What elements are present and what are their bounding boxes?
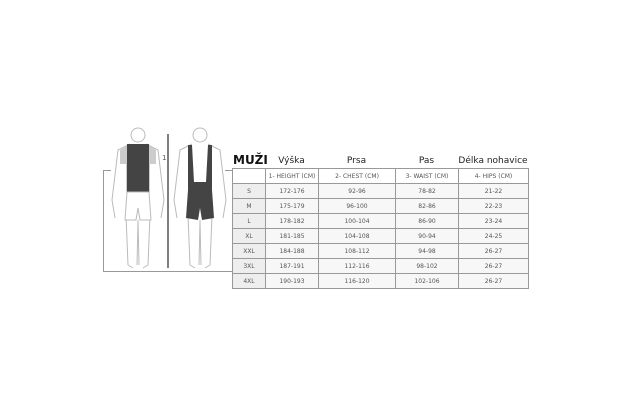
value-cell: 102-106 <box>395 273 459 289</box>
front-figure-head <box>130 127 146 143</box>
value-cell: 26-27 <box>458 258 529 274</box>
value-cell: 26-27 <box>458 273 529 289</box>
size-cell: M <box>232 198 266 214</box>
value-cell: 172-176 <box>265 183 319 199</box>
table-row: XL 181-185 104-108 90-94 24-25 <box>232 228 529 244</box>
value-cell: 82-86 <box>395 198 459 214</box>
value-cell: 178-182 <box>265 213 319 229</box>
value-cell: 181-185 <box>265 228 319 244</box>
table-row: S 172-176 92-96 78-82 21-22 <box>232 183 529 199</box>
value-cell: 22-23 <box>458 198 529 214</box>
bib-shorts <box>186 145 214 220</box>
header-corner <box>232 168 266 184</box>
table-header-row: 1- HEIGHT (CM) 2- CHEST (CM) 3- WAIST (CM)… <box>232 168 529 184</box>
header-cell: 4- HIPS (CM) <box>458 168 529 184</box>
front-figure-outline <box>111 143 165 269</box>
column-title-waist: Pas <box>418 156 435 166</box>
table-row: 4XL 190-193 116-120 102-106 26-27 <box>232 273 529 289</box>
column-title-height: Výška <box>278 156 305 166</box>
value-cell: 116-120 <box>318 273 396 289</box>
bracket-left <box>103 170 104 272</box>
value-cell: 108-112 <box>318 243 396 259</box>
jersey <box>127 144 149 192</box>
value-cell: 78-82 <box>395 183 459 199</box>
value-cell: 23-24 <box>458 213 529 229</box>
size-cell: 4XL <box>232 273 266 289</box>
value-cell: 26-27 <box>458 243 529 259</box>
size-cell: L <box>232 213 266 229</box>
value-cell: 112-116 <box>318 258 396 274</box>
header-cell: 3- WAIST (CM) <box>395 168 459 184</box>
bracket-right-top <box>225 170 232 171</box>
column-title-inseam: Délka nohavice <box>458 156 528 166</box>
size-cell: XXL <box>232 243 266 259</box>
value-cell: 24-25 <box>458 228 529 244</box>
table-row: XXL 184-188 108-112 94-98 26-27 <box>232 243 529 259</box>
size-cell: XL <box>232 228 266 244</box>
back-figure-outline <box>173 143 227 269</box>
height-label: 1 <box>162 154 166 162</box>
size-table: 1- HEIGHT (CM) 2- CHEST (CM) 3- WAIST (CM)… <box>232 168 529 289</box>
table-row: M 175-179 96-100 82-86 22-23 <box>232 198 529 214</box>
bracket-bottom <box>103 271 232 272</box>
size-cell: 3XL <box>232 258 266 274</box>
header-cell: 2- CHEST (CM) <box>318 168 396 184</box>
value-cell: 184-188 <box>265 243 319 259</box>
value-cell: 94-98 <box>395 243 459 259</box>
size-cell: S <box>232 183 266 199</box>
header-cell: 1- HEIGHT (CM) <box>265 168 319 184</box>
value-cell: 90-94 <box>395 228 459 244</box>
value-cell: 96-100 <box>318 198 396 214</box>
value-cell: 175-179 <box>265 198 319 214</box>
value-cell: 98-102 <box>395 258 459 274</box>
front-shorts <box>124 191 152 221</box>
value-cell: 104-108 <box>318 228 396 244</box>
value-cell: 100-104 <box>318 213 396 229</box>
bracket-top <box>103 170 111 171</box>
value-cell: 190-193 <box>265 273 319 289</box>
value-cell: 92-96 <box>318 183 396 199</box>
value-cell: 187-191 <box>265 258 319 274</box>
table-row: 3XL 187-191 112-116 98-102 26-27 <box>232 258 529 274</box>
cyclist-figures-illustration: 1 <box>111 127 227 269</box>
section-title: MUŽI <box>233 153 268 167</box>
value-cell: 86-90 <box>395 213 459 229</box>
back-figure-head <box>192 127 208 143</box>
value-cell: 21-22 <box>458 183 529 199</box>
column-title-chest: Prsa <box>346 156 367 166</box>
table-row: L 178-182 100-104 86-90 23-24 <box>232 213 529 229</box>
